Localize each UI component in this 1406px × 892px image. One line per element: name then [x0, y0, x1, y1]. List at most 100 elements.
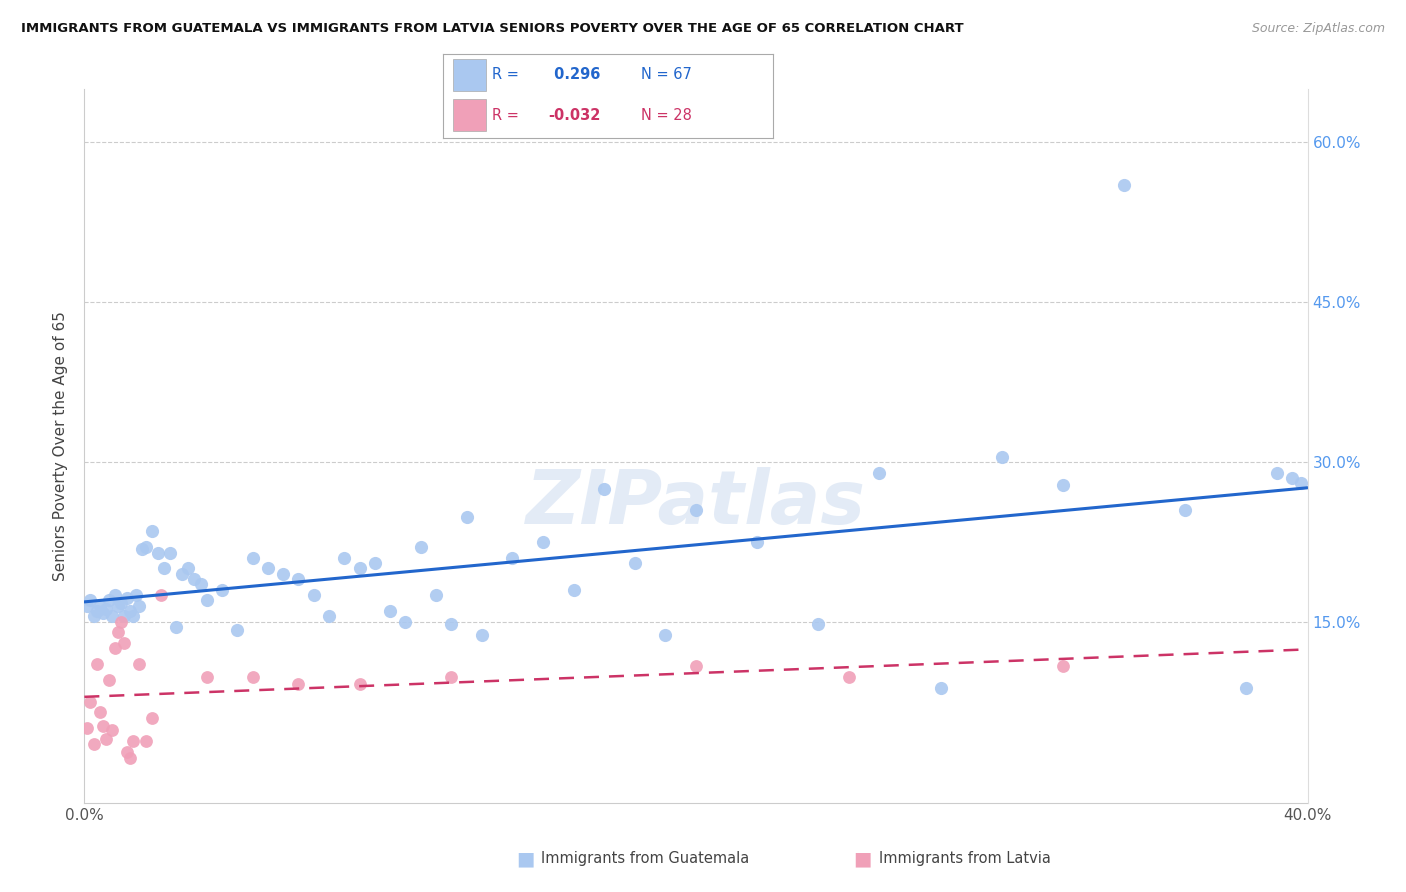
Point [471, 627, 494, 641]
Point [149, 588, 172, 602]
Point [380, 604, 402, 618]
Point [159, 545, 181, 559]
Point [131, 542, 153, 557]
Point [287, 572, 309, 586]
Point [654, 627, 676, 641]
Point [242, 670, 264, 684]
Point [165, 620, 187, 634]
Point [502, 550, 524, 565]
Point [110, 615, 132, 629]
Point [101, 723, 124, 738]
Point [104, 641, 127, 656]
Point [153, 561, 176, 575]
Point [531, 534, 554, 549]
Point [211, 582, 233, 597]
Point [141, 524, 163, 539]
Point [1291, 476, 1313, 491]
Point [349, 561, 371, 575]
Point [302, 588, 325, 602]
Point [195, 593, 218, 607]
Point [349, 676, 371, 690]
Point [122, 609, 145, 624]
Point [1265, 466, 1288, 480]
Point [1236, 681, 1258, 695]
Point [869, 466, 891, 480]
Text: ■: ■ [853, 849, 872, 869]
Point [89, 706, 111, 720]
Point [128, 599, 150, 613]
Point [287, 676, 309, 690]
Text: ZIPatlas: ZIPatlas [526, 467, 866, 540]
Point [76, 721, 98, 735]
Point [172, 566, 194, 581]
Point [991, 450, 1014, 464]
Point [190, 577, 212, 591]
Point [257, 561, 280, 575]
FancyBboxPatch shape [453, 99, 486, 131]
Point [83, 737, 105, 751]
Text: IMMIGRANTS FROM GUATEMALA VS IMMIGRANTS FROM LATVIA SENIORS POVERTY OVER THE AGE: IMMIGRANTS FROM GUATEMALA VS IMMIGRANTS … [21, 22, 963, 36]
Point [112, 636, 135, 650]
Point [226, 624, 249, 638]
Point [593, 482, 616, 496]
Point [807, 616, 830, 631]
Point [76, 599, 98, 613]
Point [838, 670, 860, 684]
Point [1052, 659, 1074, 673]
Point [747, 534, 769, 549]
Point [101, 609, 124, 624]
Point [91, 719, 114, 733]
Point [135, 540, 157, 554]
Point [624, 556, 647, 570]
Point [562, 582, 585, 597]
Text: Immigrants from Guatemala: Immigrants from Guatemala [541, 852, 749, 866]
Point [120, 604, 142, 618]
Point [409, 540, 432, 554]
Point [128, 657, 150, 672]
Point [1052, 478, 1074, 492]
Point [115, 591, 138, 606]
Point [1114, 178, 1136, 192]
Text: N = 28: N = 28 [641, 108, 692, 123]
Point [83, 609, 105, 624]
Point [97, 593, 120, 607]
Text: ■: ■ [516, 849, 534, 869]
Point [94, 602, 117, 616]
Point [122, 734, 145, 748]
Point [115, 745, 138, 759]
Point [195, 670, 218, 684]
FancyBboxPatch shape [453, 59, 486, 91]
Point [929, 681, 952, 695]
Point [79, 695, 101, 709]
Point [177, 561, 200, 575]
Point [110, 596, 132, 610]
Point [79, 593, 101, 607]
Point [242, 550, 264, 565]
Point [91, 606, 114, 620]
Point [86, 657, 108, 672]
Point [183, 572, 205, 586]
Point [94, 731, 117, 746]
Point [125, 588, 148, 602]
Point [120, 751, 142, 765]
Point [89, 599, 111, 613]
Point [104, 588, 127, 602]
Point [146, 545, 169, 559]
Text: Source: ZipAtlas.com: Source: ZipAtlas.com [1251, 22, 1385, 36]
Point [425, 588, 447, 602]
Text: R =: R = [492, 67, 524, 82]
Text: R =: R = [492, 108, 524, 123]
Point [394, 615, 416, 629]
Point [112, 609, 135, 624]
Point [97, 673, 120, 688]
Point [456, 510, 478, 524]
Point [271, 566, 294, 581]
Text: Immigrants from Latvia: Immigrants from Latvia [879, 852, 1050, 866]
Point [364, 556, 387, 570]
Point [141, 710, 163, 724]
Point [107, 599, 129, 613]
Point [107, 625, 129, 640]
Point [440, 670, 463, 684]
Point [1174, 503, 1197, 517]
Point [135, 734, 157, 748]
